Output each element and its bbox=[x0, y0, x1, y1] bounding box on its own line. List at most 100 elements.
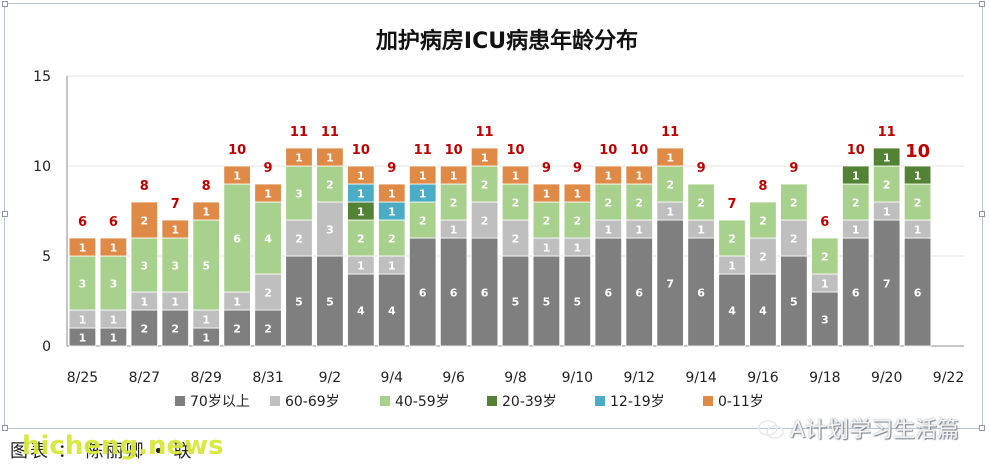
total-label-8/29: 8 bbox=[202, 179, 211, 194]
bar-data-label: 2 bbox=[419, 215, 427, 228]
bar-segment-8/26-1: 1 bbox=[99, 309, 128, 329]
bar-segment-9/3-0: 4 bbox=[347, 273, 375, 347]
bar-segment-rect bbox=[687, 237, 715, 347]
legend-swatch bbox=[595, 396, 605, 406]
bar-segment-9/20-3: 1 bbox=[872, 147, 901, 167]
bar-segment-9/18-2: 2 bbox=[811, 237, 839, 275]
total-label-9/18: 6 bbox=[820, 215, 829, 230]
bar-segment-rect bbox=[316, 165, 344, 203]
bar-data-label: 6 bbox=[419, 287, 427, 300]
y-tick-label: 0 bbox=[42, 339, 51, 355]
bar-segment-9/10-0: 5 bbox=[563, 255, 592, 347]
bar-segment-rect bbox=[872, 147, 901, 167]
x-tick-label-9/14: 9/14 bbox=[685, 370, 717, 386]
bar-segment-9/15-2: 2 bbox=[718, 219, 746, 257]
bar-segment-8/26-0: 1 bbox=[99, 327, 128, 347]
bar-data-label: 4 bbox=[264, 233, 272, 246]
bar-segment-9/19-0: 6 bbox=[842, 237, 870, 347]
bar-data-label: 2 bbox=[574, 215, 582, 228]
bar-data-label: 2 bbox=[326, 179, 334, 192]
bar-segment-8/29-0: 1 bbox=[192, 327, 220, 347]
bar-segment-rect bbox=[625, 237, 653, 347]
bar-data-label: 1 bbox=[914, 170, 922, 183]
total-label-9/5: 11 bbox=[414, 143, 432, 158]
total-label-8/27: 8 bbox=[140, 179, 149, 194]
resize-handle-top-left[interactable] bbox=[2, 1, 8, 7]
bar-segment-9/17-2: 2 bbox=[780, 183, 808, 221]
bar-segment-9/10-2: 2 bbox=[563, 201, 592, 239]
resize-handle-right[interactable] bbox=[979, 211, 985, 217]
bar-data-label: 1 bbox=[202, 206, 210, 219]
total-label-9/16: 8 bbox=[758, 179, 767, 194]
bar-data-label: 1 bbox=[481, 152, 489, 165]
bar-segment-9/4-5: 1 bbox=[378, 183, 406, 203]
bar-segment-9/6-0: 6 bbox=[439, 237, 468, 347]
bar-segment-8/31-0: 2 bbox=[254, 309, 282, 347]
bar-data-label: 2 bbox=[140, 323, 148, 336]
x-tick-label-8/25: 8/25 bbox=[67, 370, 98, 386]
x-tick-label-9/6: 9/6 bbox=[442, 370, 465, 386]
bar-segment-rect bbox=[903, 183, 932, 221]
resize-handle-bottom-right[interactable] bbox=[979, 425, 985, 431]
resize-handle-top-right[interactable] bbox=[979, 1, 985, 7]
bar-data-label: 2 bbox=[790, 233, 798, 246]
bar-data-label: 4 bbox=[728, 305, 736, 318]
bar-data-label: 5 bbox=[574, 296, 582, 309]
bar-data-label: 1 bbox=[79, 242, 87, 255]
bar-data-label: 1 bbox=[852, 224, 860, 237]
bar-segment-rect bbox=[501, 219, 530, 257]
bar-data-label: 6 bbox=[914, 287, 922, 300]
bar-data-label: 6 bbox=[852, 287, 860, 300]
bar-segment-rect bbox=[718, 219, 746, 257]
bar-segment-9/3-5: 1 bbox=[347, 165, 375, 185]
bar-segment-8/27-0: 2 bbox=[130, 309, 159, 347]
bar-data-label: 1 bbox=[604, 170, 612, 183]
bar-data-label: 5 bbox=[512, 296, 520, 309]
x-tick-label-9/16: 9/16 bbox=[747, 370, 779, 386]
bar-data-label: 5 bbox=[790, 296, 798, 309]
bar-segment-rect bbox=[532, 201, 561, 239]
bar-segment-8/31-2: 4 bbox=[254, 201, 282, 275]
bar-data-label: 6 bbox=[635, 287, 643, 300]
bar-data-label: 1 bbox=[883, 152, 891, 165]
bar-segment-rect bbox=[254, 273, 282, 311]
bar-segment-8/25-2: 3 bbox=[68, 255, 97, 311]
bar-segment-9/19-2: 2 bbox=[842, 183, 870, 221]
total-label-9/4: 9 bbox=[387, 161, 396, 176]
bar-segment-8/30-5: 1 bbox=[223, 165, 251, 185]
resize-handle-left[interactable] bbox=[2, 211, 8, 217]
account-badge: A计划学习生活篇 bbox=[758, 412, 959, 444]
x-tick-label-9/8: 9/8 bbox=[504, 370, 527, 386]
bar-segment-9/1-1: 2 bbox=[285, 219, 313, 257]
bar-data-label: 1 bbox=[883, 206, 891, 219]
bar-segment-9/4-2: 2 bbox=[378, 219, 406, 257]
bar-segment-rect bbox=[903, 237, 932, 347]
bar-data-label: 2 bbox=[512, 233, 520, 246]
bar-data-label: 1 bbox=[512, 170, 520, 183]
bar-data-label: 3 bbox=[326, 224, 334, 237]
bar-segment-9/21-1: 1 bbox=[903, 219, 932, 239]
bar-data-label: 1 bbox=[357, 206, 365, 219]
bar-segment-rect bbox=[409, 237, 437, 347]
y-tick-label: 15 bbox=[33, 69, 51, 85]
bar-data-label: 1 bbox=[326, 152, 334, 165]
bar-segment-rect bbox=[316, 255, 344, 347]
resize-handle-bottom-left[interactable] bbox=[2, 425, 8, 431]
total-label-9/11: 10 bbox=[599, 143, 617, 158]
bar-data-label: 5 bbox=[543, 296, 551, 309]
bar-segment-rect bbox=[594, 183, 622, 221]
account-name: A计划学习生活篇 bbox=[789, 418, 959, 443]
bar-data-label: 1 bbox=[79, 332, 87, 345]
bar-data-label: 2 bbox=[295, 233, 303, 246]
bar-segment-rect bbox=[811, 237, 839, 275]
bar-data-label: 1 bbox=[543, 188, 551, 201]
bar-data-label: 2 bbox=[852, 197, 860, 210]
bar-segment-rect bbox=[254, 309, 282, 347]
bar-data-label: 1 bbox=[233, 170, 241, 183]
bar-segment-9/7-2: 2 bbox=[470, 165, 499, 203]
bar-data-label: 2 bbox=[388, 233, 396, 246]
total-label-9/7: 11 bbox=[476, 125, 494, 140]
bar-data-label: 1 bbox=[419, 188, 427, 201]
bar-segment-9/12-5: 1 bbox=[625, 165, 653, 185]
